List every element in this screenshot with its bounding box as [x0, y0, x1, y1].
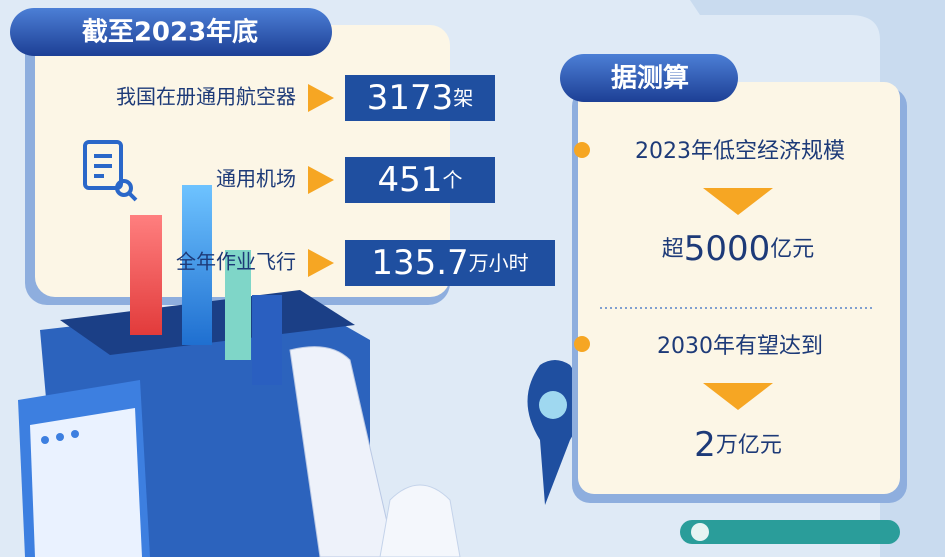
paper-roll: [289, 346, 396, 557]
item-label: 我国在册通用航空器: [116, 85, 296, 109]
bullet: [574, 142, 590, 158]
cloud: [379, 484, 461, 557]
row: 通用机场 451个: [216, 157, 495, 203]
arrow: [308, 166, 334, 194]
result-text: 2万亿元: [694, 425, 782, 465]
value-box: [345, 75, 495, 121]
value-text: 451个: [378, 160, 463, 200]
unit: 亿元: [770, 237, 814, 262]
right-header: 据测算: [611, 63, 689, 94]
item-label: 通用机场: [216, 167, 296, 191]
header-pill: [560, 54, 738, 102]
right-panel: [578, 82, 900, 494]
location-pin: [527, 360, 583, 505]
prefix: 超: [662, 237, 684, 262]
screen-dot: [71, 430, 79, 438]
value-box: [345, 240, 555, 286]
screen-dot: [56, 433, 64, 441]
unit: 万亿元: [716, 433, 782, 458]
deco-bar: [225, 250, 251, 360]
down-arrow: [703, 188, 773, 215]
row: 我国在册通用航空器 3173架: [116, 75, 495, 121]
value-text: 3173架: [367, 78, 474, 118]
value-text: 135.7万小时: [371, 243, 528, 283]
item-label: 2023年低空经济规模: [635, 139, 845, 164]
arrow: [308, 249, 334, 277]
value-box: [345, 157, 495, 203]
value: 451: [378, 160, 443, 200]
value: 2: [694, 425, 716, 465]
deco-bar: [252, 295, 282, 385]
header-pill: [10, 8, 332, 56]
value: 5000: [684, 229, 771, 269]
bullet: [574, 336, 590, 352]
value: 3173: [367, 78, 454, 118]
deco-bar: [130, 215, 162, 335]
arrow: [308, 84, 334, 112]
unit: 个: [442, 168, 462, 192]
pin-hole: [539, 391, 567, 419]
item-label: 2030年有望达到: [657, 334, 823, 359]
value: 135.7: [371, 243, 468, 283]
down-arrow: [703, 383, 773, 410]
left-header: 截至2023年底: [82, 17, 258, 48]
screen-dot: [41, 436, 49, 444]
row: 全年作业飞行 135.7万小时: [176, 240, 555, 286]
item-label: 全年作业飞行: [176, 250, 296, 274]
screen-inner: [30, 408, 142, 557]
unit: 万小时: [469, 251, 529, 275]
unit: 架: [453, 86, 473, 110]
result-text: 超5000亿元: [662, 229, 815, 269]
deco-bar: [182, 185, 212, 345]
doc-icon: [83, 140, 138, 202]
